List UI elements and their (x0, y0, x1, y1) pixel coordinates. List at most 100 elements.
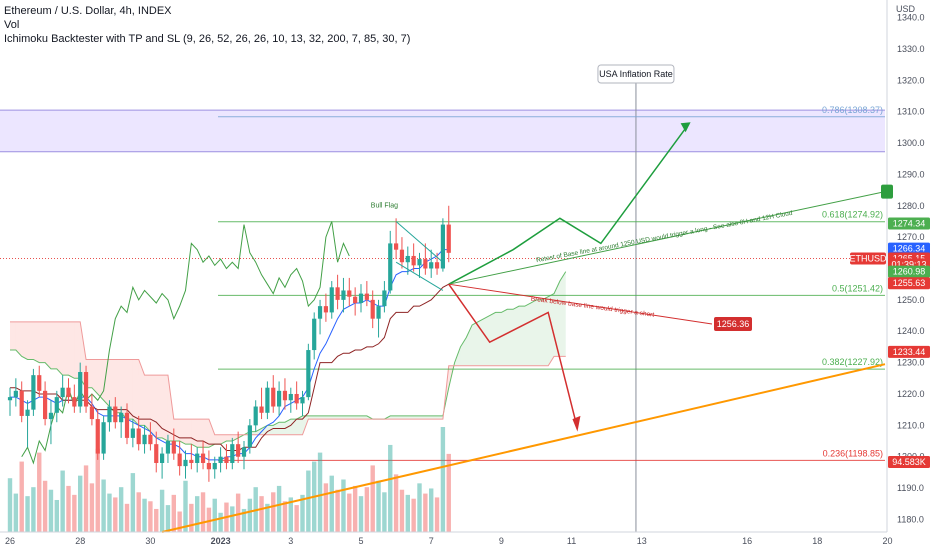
candle-body[interactable] (411, 255, 416, 266)
candle-body[interactable] (364, 293, 369, 300)
kumo-segment (39, 321, 46, 363)
candle-body[interactable] (37, 375, 42, 391)
price-tag-box[interactable] (888, 265, 930, 278)
candle-body[interactable] (206, 462, 211, 470)
candle-body[interactable] (212, 462, 217, 470)
indicator-label[interactable]: Ichimoku Backtester with TP and SL (9, 2… (4, 33, 411, 45)
candle-body[interactable] (329, 287, 334, 313)
candle-body[interactable] (107, 406, 112, 423)
kumo-segment (407, 415, 414, 420)
candle-body[interactable] (417, 259, 422, 266)
price-tag-box[interactable] (888, 277, 930, 290)
candle-body[interactable] (31, 375, 36, 410)
volume-bar (60, 470, 65, 532)
candle-body[interactable] (7, 397, 13, 401)
candle-body[interactable] (358, 293, 364, 304)
price-tag-box[interactable] (888, 456, 930, 469)
candle-body[interactable] (265, 387, 270, 413)
candle-body[interactable] (230, 444, 235, 463)
candle-body[interactable] (347, 290, 352, 297)
candle-body[interactable] (282, 390, 288, 401)
candle-body[interactable] (306, 350, 311, 398)
candle-body[interactable] (429, 262, 434, 269)
symbol-title[interactable]: Ethereum / U.S. Dollar, 4h, INDEX (4, 5, 172, 17)
time-tick-label: 9 (499, 536, 504, 546)
candle-body[interactable] (78, 372, 83, 407)
candle-body[interactable] (119, 412, 124, 423)
candle-body[interactable] (160, 453, 165, 463)
candle-body[interactable] (113, 406, 118, 423)
candle-body[interactable] (423, 259, 428, 269)
candle-body[interactable] (124, 412, 130, 438)
candle-body[interactable] (353, 296, 358, 304)
kumo-segment (15, 321, 22, 357)
candle-body[interactable] (388, 243, 393, 291)
volume-label[interactable]: Vol (4, 19, 20, 31)
candle-body[interactable] (72, 397, 77, 407)
kumo-segment (431, 415, 438, 420)
candle-body[interactable] (13, 390, 18, 398)
symbol-tag-box[interactable] (850, 252, 886, 265)
candle-body[interactable] (183, 459, 188, 467)
candle-body[interactable] (370, 299, 375, 319)
price-tag-box[interactable] (888, 345, 930, 358)
candle-body[interactable] (136, 428, 141, 445)
candle-body[interactable] (434, 262, 440, 269)
volume-bar (95, 448, 100, 532)
volume-bar (195, 496, 200, 532)
event-label-box[interactable] (597, 64, 675, 84)
candle-body[interactable] (25, 409, 30, 416)
price-tag-box[interactable] (888, 217, 930, 230)
candle-body[interactable] (271, 387, 276, 407)
volume-bar (259, 496, 264, 532)
candle-body[interactable] (224, 456, 229, 463)
candle-body[interactable] (317, 306, 323, 319)
candle-body[interactable] (43, 390, 48, 420)
candle-body[interactable] (446, 224, 451, 253)
kumo-segment (548, 293, 555, 366)
candle-body[interactable] (294, 393, 299, 404)
candle-body[interactable] (189, 459, 194, 463)
candle-body[interactable] (48, 412, 54, 420)
candle-body[interactable] (394, 243, 399, 250)
candle-body[interactable] (236, 444, 241, 457)
candle-body[interactable] (154, 444, 159, 463)
flag-bottom-line (395, 261, 444, 291)
candle-body[interactable] (288, 393, 293, 401)
candle-body[interactable] (376, 306, 381, 319)
candle-body[interactable] (382, 290, 387, 307)
candle-body[interactable] (259, 406, 264, 413)
candle-body[interactable] (54, 397, 59, 413)
candle-body[interactable] (60, 387, 65, 398)
candle-body[interactable] (200, 453, 206, 463)
candle-body[interactable] (277, 390, 282, 407)
candle-body[interactable] (19, 390, 24, 416)
target-box[interactable] (714, 317, 752, 332)
candle-body[interactable] (405, 255, 410, 263)
candle-body[interactable] (241, 447, 247, 457)
candle-body[interactable] (95, 419, 100, 454)
candle-body[interactable] (195, 453, 200, 463)
candle-body[interactable] (247, 425, 252, 448)
candle-body[interactable] (142, 434, 147, 445)
candle-body[interactable] (89, 406, 94, 420)
candle-body[interactable] (341, 290, 346, 300)
candle-body[interactable] (312, 318, 317, 351)
candle-body[interactable] (165, 441, 171, 454)
candle-body[interactable] (148, 434, 153, 445)
candle-body[interactable] (253, 406, 258, 426)
candle-body[interactable] (218, 456, 223, 463)
candle-body[interactable] (440, 224, 445, 269)
candle-body[interactable] (399, 249, 405, 263)
candle-body[interactable] (171, 441, 176, 454)
candle-body[interactable] (335, 287, 340, 300)
candle-body[interactable] (300, 397, 305, 404)
candle-body[interactable] (66, 387, 71, 398)
price-tag-box[interactable] (888, 242, 930, 255)
candle-body[interactable] (101, 422, 106, 454)
candle-body[interactable] (323, 306, 328, 313)
candle-body[interactable] (130, 428, 135, 438)
candle-body[interactable] (83, 372, 89, 407)
candle-body[interactable] (177, 453, 182, 467)
